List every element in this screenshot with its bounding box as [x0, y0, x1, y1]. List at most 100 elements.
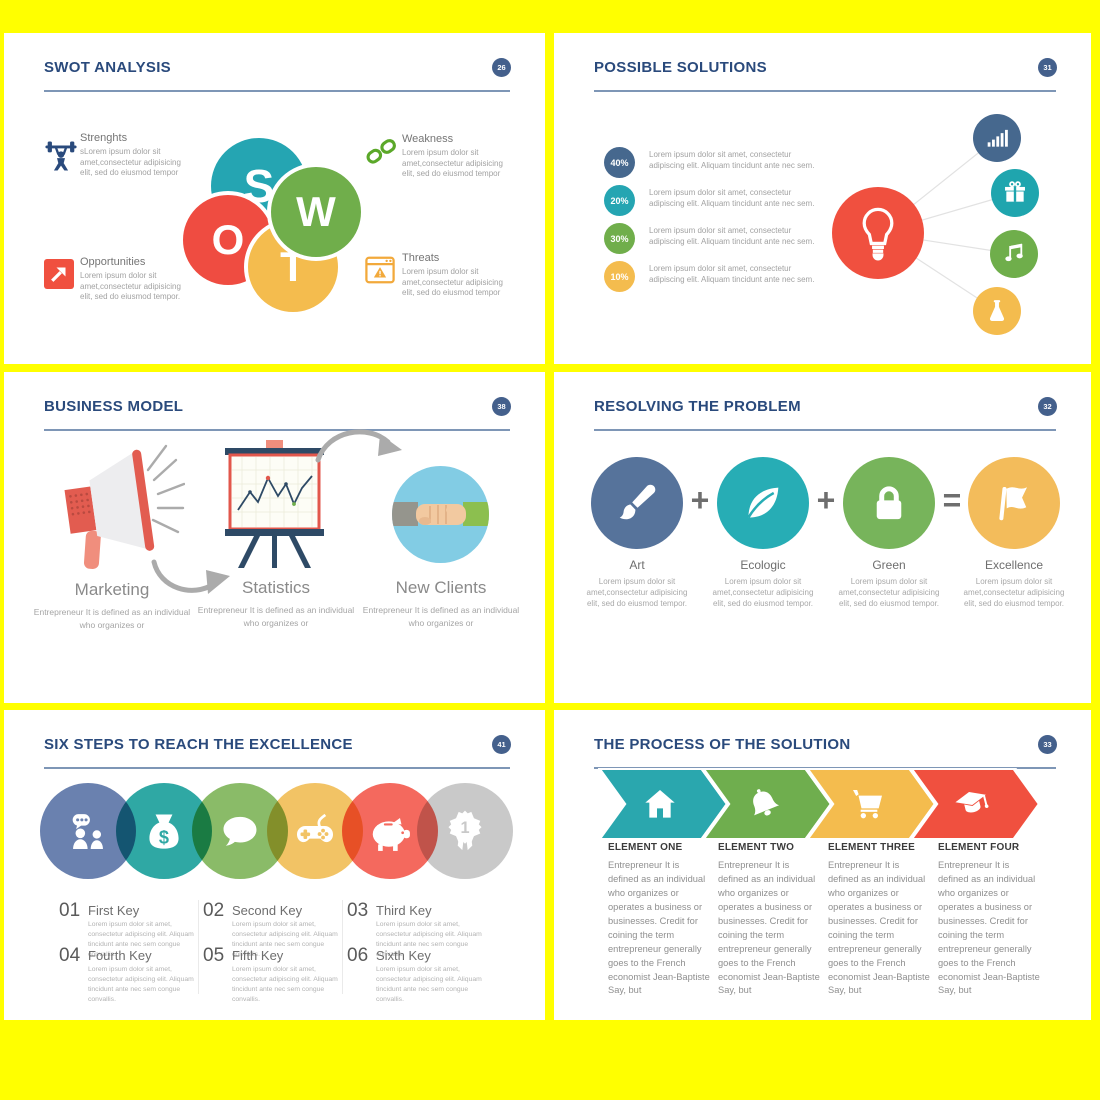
paintbrush-icon — [591, 457, 683, 549]
key-number: 06 — [347, 945, 369, 966]
flag-icon — [968, 457, 1060, 549]
slide-possible-solutions: POSSIBLE SOLUTIONS 31 40% Lorem ipsum do… — [554, 33, 1091, 364]
column-divider — [342, 900, 343, 994]
item-title: Weakness — [402, 133, 454, 145]
money-bag-icon: $ — [141, 808, 187, 859]
slide-resolving-the-problem: RESOLVING THE PROBLEM 32 + + = Art Ecolo… — [554, 372, 1091, 703]
stat-text: Lorem ipsum dolor sit amet, consectetur … — [649, 226, 815, 247]
key-text: Lorem ipsum dolor sit amet, consectetur … — [376, 966, 482, 1003]
key-title: First Key — [88, 903, 140, 918]
key-text: Lorem ipsum dolor sit amet, consectetur … — [88, 921, 194, 958]
key-title: Sixth Key — [376, 948, 431, 963]
stat-text: Lorem ipsum dolor sit amet, consectetur … — [649, 264, 815, 285]
element-header: ELEMENT FOUR — [938, 842, 1020, 853]
swot-item-opportunities: Opportunities Lorem ipsum dolor sit amet… — [80, 256, 184, 303]
page-title: BUSINESS MODEL — [44, 398, 184, 415]
page-number-badge: 33 — [1038, 735, 1057, 754]
key-number: 01 — [59, 900, 81, 921]
slide-swot-analysis: SWOT ANALYSIS 26 Strenghts sLorem ipsum … — [4, 33, 545, 364]
item-title: Opportunities — [80, 256, 146, 268]
curved-arrow — [150, 550, 238, 607]
swot-item-weakness: Weakness Lorem ipsum dolor sit amet,cons… — [402, 133, 510, 180]
key-text: Lorem ipsum dolor sit amet, consectetur … — [376, 921, 482, 958]
key-number: 05 — [203, 945, 225, 966]
page-title: THE PROCESS OF THE SOLUTION — [594, 736, 851, 753]
stat-text: Lorem ipsum dolor sit amet, consectetur … — [649, 188, 815, 209]
element-header: ELEMENT THREE — [828, 842, 916, 853]
business-step-new-clients: New Clients Entrepreneur It is defined a… — [361, 578, 521, 630]
stat-row: 20% Lorem ipsum dolor sit amet, consecte… — [604, 185, 834, 219]
page-title: POSSIBLE SOLUTIONS — [594, 59, 767, 76]
plus-operator: + — [816, 482, 836, 518]
page-number-badge: 41 — [492, 735, 511, 754]
chat-users-icon — [65, 808, 111, 859]
page-title: SIX STEPS TO REACH THE EXCELLENCE — [44, 736, 353, 753]
bar-chart-icon — [973, 114, 1021, 162]
item-text: Lorem ipsum dolor sit amet,consectetur a… — [402, 267, 503, 298]
element-header: ELEMENT ONE — [608, 842, 683, 853]
easel-chart-icon — [222, 440, 327, 573]
curved-arrow — [312, 422, 404, 473]
item-text: Lorem ipsum dolor sit amet,consectetur a… — [963, 577, 1065, 609]
title-underline — [44, 767, 510, 769]
gift-icon — [991, 169, 1039, 217]
game-controller-icon — [292, 808, 338, 859]
page-number-badge: 26 — [492, 58, 511, 77]
stat-row: 40% Lorem ipsum dolor sit amet, consecte… — [604, 147, 834, 181]
step-text: Entrepreneur It is defined as an individ… — [197, 605, 355, 628]
key-title: Fifth Key — [232, 948, 284, 963]
warning-window-icon — [364, 255, 396, 285]
page-number-badge: 31 — [1038, 58, 1057, 77]
item-text: Lorem ipsum dolor sit amet,consectetur a… — [80, 271, 181, 302]
letter-w: W — [296, 188, 336, 235]
item-label: Ecologic — [740, 558, 786, 572]
speech-bubble-icon — [217, 808, 263, 859]
award-ribbon-icon: 1 — [442, 808, 488, 859]
title-underline — [44, 90, 510, 92]
key-text: Lorem ipsum dolor sit amet, consectetur … — [232, 966, 338, 1003]
letter-o: O — [211, 216, 245, 263]
percent-badge: 40% — [604, 147, 635, 178]
page-number-badge: 32 — [1038, 397, 1057, 416]
percent-badge: 10% — [604, 261, 635, 292]
graduation-cap-icon — [952, 784, 992, 829]
business-step-statistics: Statistics Entrepreneur It is defined as… — [196, 578, 356, 630]
element-text: Entrepreneur It is defined as an individ… — [828, 860, 930, 996]
item-title: Threats — [402, 252, 440, 264]
page-title: RESOLVING THE PROBLEM — [594, 398, 801, 415]
element-text: Entrepreneur It is defined as an individ… — [938, 860, 1040, 996]
step-label: Statistics — [241, 578, 311, 597]
item-label: Excellence — [984, 558, 1044, 572]
item-title: Strenghts — [80, 132, 128, 144]
svg-text:1: 1 — [460, 819, 469, 837]
music-note-icon — [990, 230, 1038, 278]
step-label: New Clients — [395, 578, 487, 597]
item-label: Green — [872, 558, 906, 572]
page-number-badge: 38 — [492, 397, 511, 416]
equals-operator: = — [942, 482, 962, 518]
leaf-icon — [717, 457, 809, 549]
handshake-icon — [392, 466, 489, 568]
business-step-marketing: Marketing Entrepreneur It is defined as … — [32, 580, 192, 632]
page-title: SWOT ANALYSIS — [44, 59, 171, 76]
swot-circle-w: W — [267, 163, 365, 261]
swot-item-threats: Threats Lorem ipsum dolor sit amet,conse… — [402, 252, 510, 299]
swot-item-strengths: Strenghts sLorem ipsum dolor sit amet,co… — [80, 132, 182, 179]
slide-business-model: BUSINESS MODEL 38 — [4, 372, 545, 703]
bell-icon — [744, 784, 784, 829]
title-underline — [44, 429, 510, 431]
plus-operator: + — [690, 482, 710, 518]
element-header: ELEMENT TWO — [718, 842, 795, 853]
stat-row: 30% Lorem ipsum dolor sit amet, consecte… — [604, 223, 834, 257]
key-number: 04 — [59, 945, 81, 966]
key-text: Lorem ipsum dolor sit amet, consectetur … — [88, 966, 194, 1003]
item-text: Lorem ipsum dolor sit amet,consectetur a… — [402, 148, 503, 179]
padlock-icon — [843, 457, 935, 549]
key-text: Lorem ipsum dolor sit amet, consectetur … — [232, 921, 338, 958]
element-text: Entrepreneur It is defined as an individ… — [608, 860, 710, 996]
svg-text:$: $ — [159, 828, 169, 848]
arrow-up-right-icon — [44, 259, 74, 289]
key-number: 02 — [203, 900, 225, 921]
percent-badge: 20% — [604, 185, 635, 216]
